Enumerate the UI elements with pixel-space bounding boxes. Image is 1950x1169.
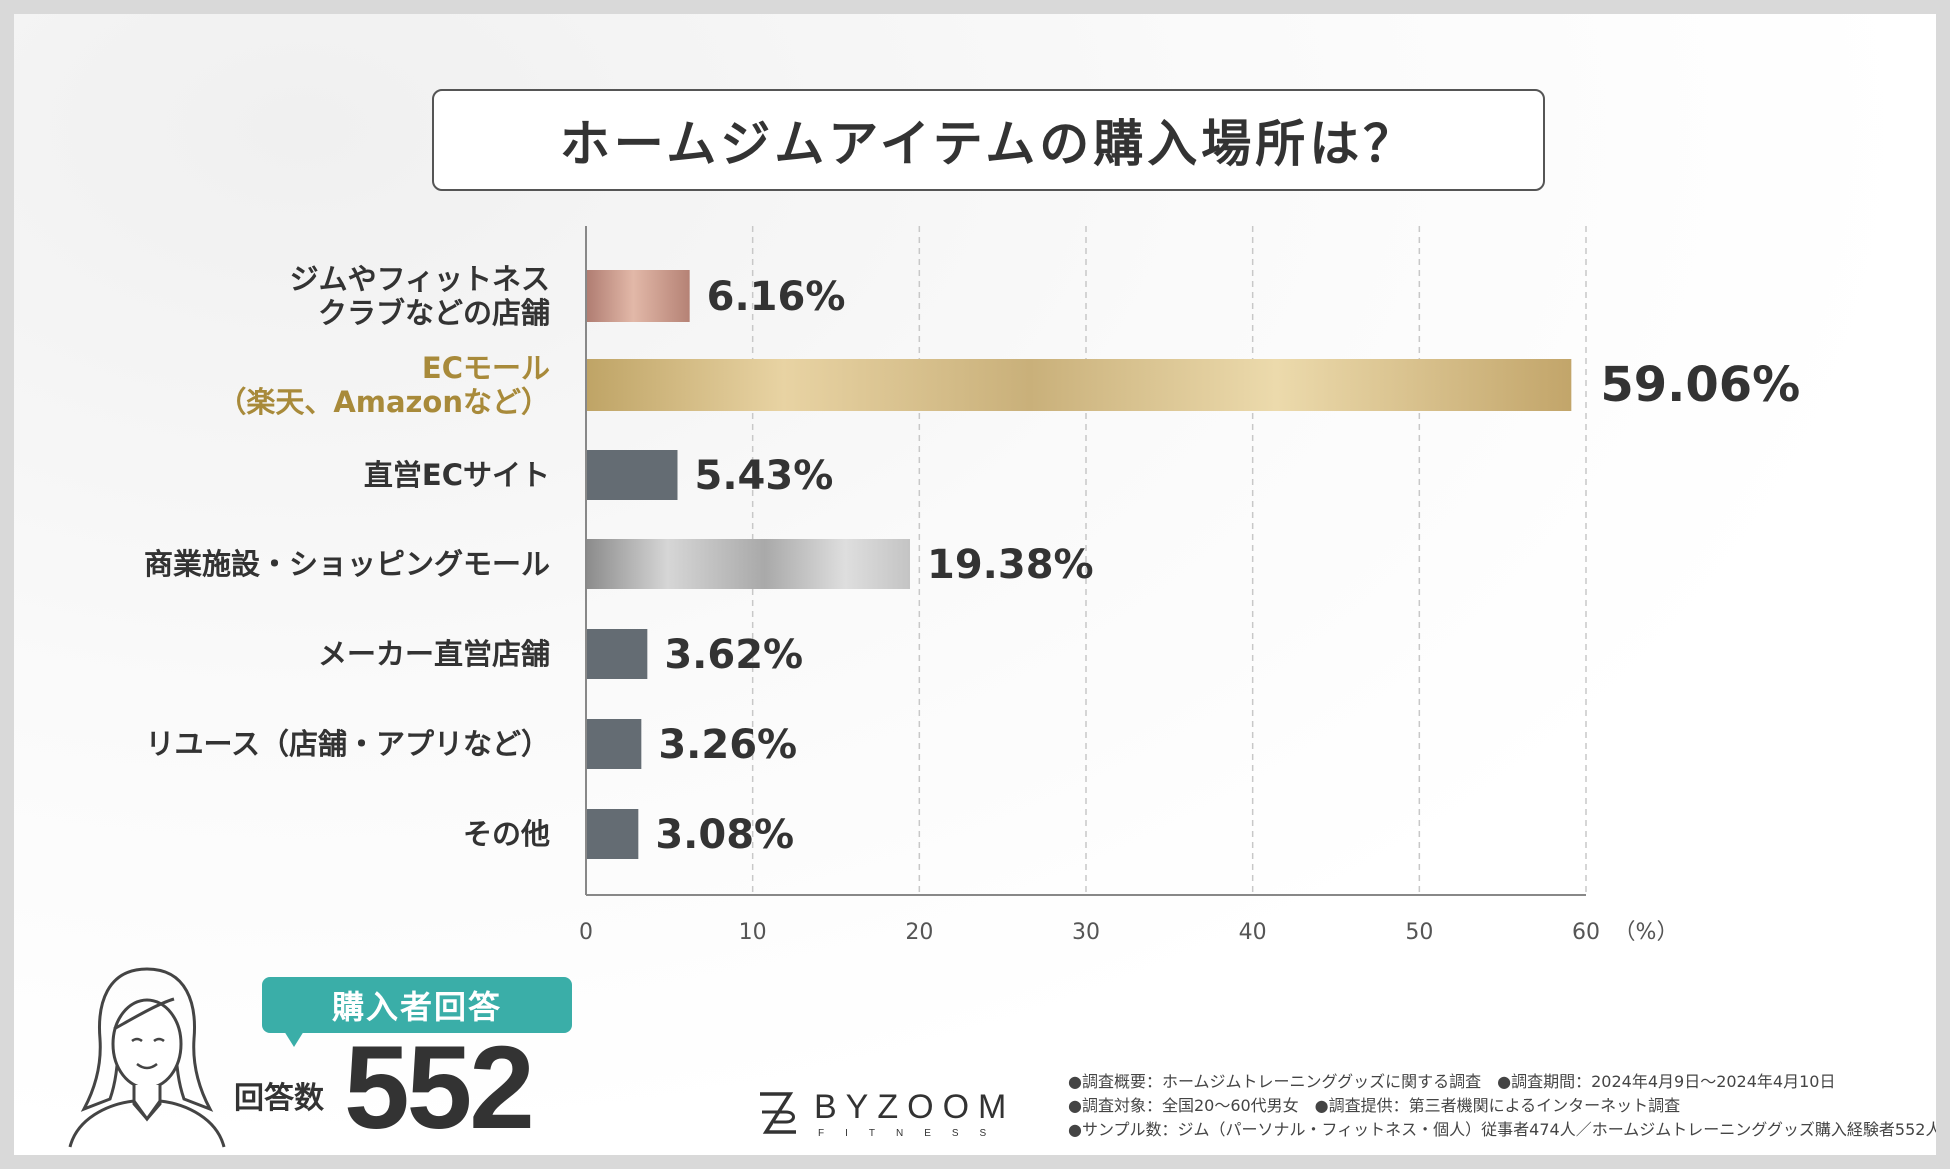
x-tick-label: 30: [1072, 920, 1100, 945]
x-tick-label: 10: [739, 920, 767, 945]
brand-logo: BYZOOM FITNESS: [756, 1088, 1026, 1148]
category-label: （楽天、Amazonなど）: [217, 385, 550, 419]
category-label: リユース（店舗・アプリなど）: [145, 727, 550, 761]
category-label: ジムやフィットネス: [290, 262, 550, 296]
note-line: ●調査概要：ホームジムトレーニンググッズに関する調査 ●調査期間：2024年4月…: [1068, 1072, 1836, 1091]
title-box: ホームジムアイテムの購入場所は？: [432, 89, 1545, 191]
x-tick-label: 20: [905, 920, 933, 945]
value-label: 5.43%: [695, 453, 834, 499]
x-tick-label: 0: [579, 920, 593, 945]
bar: [587, 539, 910, 589]
x-tick-label: 50: [1405, 920, 1433, 945]
category-label: ECモール: [422, 351, 550, 385]
note-line: ●サンプル数：ジム（パーソナル・フィットネス・個人）従事者474人／ホームジムト…: [1068, 1120, 1936, 1139]
bar: [587, 270, 690, 322]
x-tick-label: 60: [1572, 920, 1600, 945]
survey-notes: ●調査概要：ホームジムトレーニンググッズに関する調査 ●調査期間：2024年4月…: [1068, 1070, 1936, 1142]
badge-tail: [284, 1031, 304, 1047]
bar: [587, 629, 648, 679]
category-label: 直営ECサイト: [364, 458, 550, 492]
value-label: 3.26%: [658, 722, 797, 768]
logo-name: BYZOOM: [814, 1088, 1016, 1126]
value-label: 3.08%: [655, 812, 794, 858]
bar: [587, 809, 639, 859]
x-tick-label: 40: [1239, 920, 1267, 945]
category-label: その他: [463, 817, 550, 851]
value-label: 3.62%: [664, 632, 803, 678]
category-label: 商業施設・ショッピングモール: [144, 547, 550, 581]
logo-sub: FITNESS: [818, 1128, 1008, 1139]
bar: [587, 359, 1572, 411]
category-label: クラブなどの店舗: [318, 296, 550, 330]
chart-title: ホームジムアイテムの購入場所は？: [559, 115, 1418, 173]
note-line: ●調査対象：全国20〜60代男女 ●調査提供：第三者機関によるインターネット調査: [1068, 1096, 1681, 1115]
value-label: 19.38%: [927, 542, 1094, 588]
count-value: 552: [344, 1022, 535, 1154]
brand-mark-icon: [760, 1092, 796, 1134]
respondent-panel: 購入者回答 回答数 552: [62, 959, 572, 1155]
count-label: 回答数: [234, 1081, 324, 1116]
bar: [587, 450, 678, 500]
chart-frame: ホームジムアイテムの購入場所は？: [14, 14, 1936, 1155]
bar: [587, 719, 642, 769]
person-avatar-icon: [68, 967, 226, 1148]
respondent-badge: 購入者回答: [262, 977, 572, 1033]
x-unit-label: （%）: [1614, 920, 1679, 945]
category-label: メーカー直営店舗: [318, 637, 550, 671]
value-label: 59.06%: [1600, 357, 1800, 413]
value-label: 6.16%: [707, 274, 846, 320]
